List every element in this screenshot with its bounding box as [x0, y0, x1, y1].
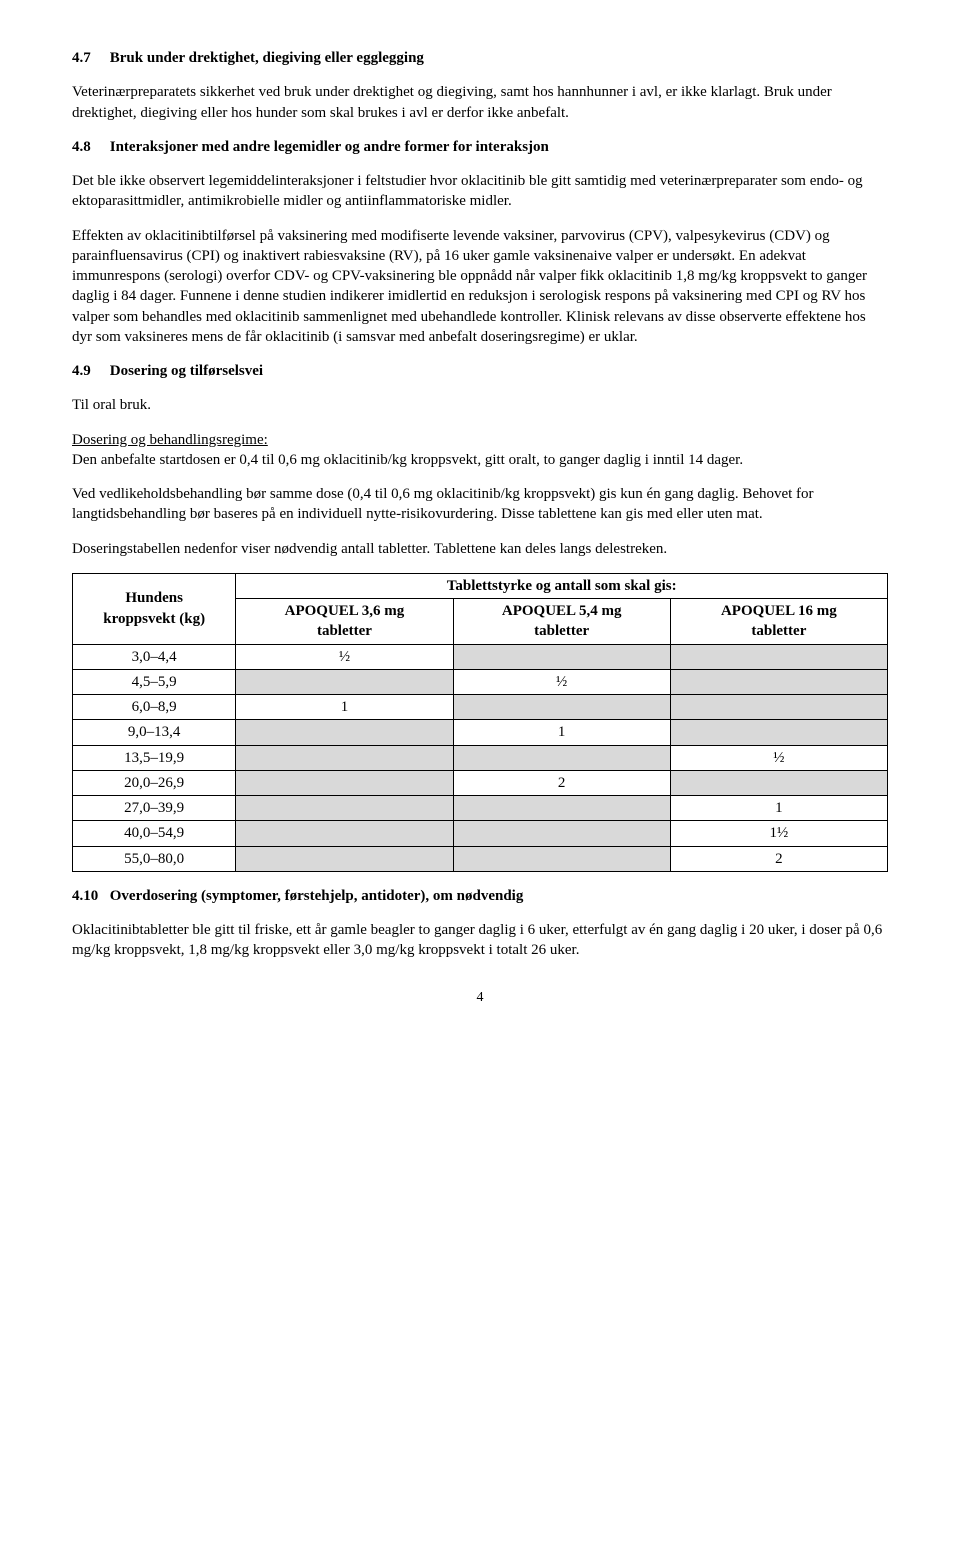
cell-dose	[453, 745, 670, 770]
cell-weight: 6,0–8,9	[73, 695, 236, 720]
table-row: 55,0–80,0 2	[73, 846, 888, 871]
cell-dose: 1	[670, 796, 887, 821]
section-heading-4-8: 4.8 Interaksjoner med andre legemidler o…	[72, 137, 888, 157]
cell-dose: ½	[236, 644, 453, 669]
paragraph: Oklacitinibtabletter ble gitt til friske…	[72, 920, 888, 961]
dosing-text: Den anbefalte startdosen er 0,4 til 0,6 …	[72, 452, 743, 468]
section-heading-4-7: 4.7 Bruk under drektighet, diegiving ell…	[72, 48, 888, 68]
cell-weight: 9,0–13,4	[73, 720, 236, 745]
cell-weight: 3,0–4,4	[73, 644, 236, 669]
table-header-col2: APOQUEL 5,4 mg tabletter	[453, 599, 670, 645]
section-title: Bruk under drektighet, diegiving eller e…	[110, 50, 424, 66]
cell-dose	[670, 720, 887, 745]
paragraph: Effekten av oklacitinibtilførsel på vaks…	[72, 226, 888, 348]
cell-dose	[670, 644, 887, 669]
cell-dose	[236, 796, 453, 821]
cell-dose	[236, 669, 453, 694]
dosing-label: Dosering og behandlingsregime:	[72, 432, 268, 448]
table-header-col3: APOQUEL 16 mg tabletter	[670, 599, 887, 645]
section-number: 4.8	[72, 137, 106, 157]
table-header-span: Tablettstyrke og antall som skal gis:	[236, 573, 888, 598]
cell-dose	[453, 644, 670, 669]
cell-dose	[236, 846, 453, 871]
cell-dose: 1	[236, 695, 453, 720]
paragraph: Dosering og behandlingsregime: Den anbef…	[72, 430, 888, 471]
page-number: 4	[72, 989, 888, 1008]
cell-weight: 40,0–54,9	[73, 821, 236, 846]
cell-dose	[453, 695, 670, 720]
paragraph: Til oral bruk.	[72, 395, 888, 415]
cell-weight: 20,0–26,9	[73, 770, 236, 795]
section-heading-4-10: 4.10 Overdosering (symptomer, førstehjel…	[72, 886, 888, 906]
section-title: Dosering og tilførselsvei	[110, 363, 263, 379]
paragraph: Doseringstabellen nedenfor viser nødvend…	[72, 539, 888, 559]
cell-dose	[453, 846, 670, 871]
cell-dose	[670, 669, 887, 694]
cell-dose: 2	[670, 846, 887, 871]
cell-weight: 4,5–5,9	[73, 669, 236, 694]
cell-dose	[670, 770, 887, 795]
paragraph: Det ble ikke observert legemiddelinterak…	[72, 171, 888, 212]
cell-dose: ½	[670, 745, 887, 770]
table-row: 9,0–13,4 1	[73, 720, 888, 745]
section-title: Overdosering (symptomer, førstehjelp, an…	[110, 888, 524, 904]
table-row: 20,0–26,9 2	[73, 770, 888, 795]
section-heading-4-9: 4.9 Dosering og tilførselsvei	[72, 361, 888, 381]
section-title: Interaksjoner med andre legemidler og an…	[110, 139, 549, 155]
cell-dose	[453, 796, 670, 821]
dosing-table: Hundens kroppsvekt (kg) Tablettstyrke og…	[72, 573, 888, 872]
cell-dose	[236, 745, 453, 770]
table-row: 6,0–8,91	[73, 695, 888, 720]
cell-dose	[236, 720, 453, 745]
table-row: 13,5–19,9 ½	[73, 745, 888, 770]
table-row: 3,0–4,4½	[73, 644, 888, 669]
table-row: 4,5–5,9 ½	[73, 669, 888, 694]
cell-dose: 1½	[670, 821, 887, 846]
paragraph: Ved vedlikeholdsbehandling bør samme dos…	[72, 484, 888, 525]
table-row: 27,0–39,9 1	[73, 796, 888, 821]
table-header-col1: APOQUEL 3,6 mg tabletter	[236, 599, 453, 645]
cell-dose: 2	[453, 770, 670, 795]
cell-weight: 55,0–80,0	[73, 846, 236, 871]
cell-dose: 1	[453, 720, 670, 745]
table-header-weight: Hundens kroppsvekt (kg)	[73, 573, 236, 644]
cell-weight: 27,0–39,9	[73, 796, 236, 821]
section-number: 4.10	[72, 886, 106, 906]
cell-weight: 13,5–19,9	[73, 745, 236, 770]
section-number: 4.9	[72, 361, 106, 381]
cell-dose	[453, 821, 670, 846]
section-number: 4.7	[72, 48, 106, 68]
cell-dose	[670, 695, 887, 720]
cell-dose	[236, 821, 453, 846]
paragraph: Veterinærpreparatets sikkerhet ved bruk …	[72, 82, 888, 123]
table-row: 40,0–54,9 1½	[73, 821, 888, 846]
cell-dose	[236, 770, 453, 795]
cell-dose: ½	[453, 669, 670, 694]
